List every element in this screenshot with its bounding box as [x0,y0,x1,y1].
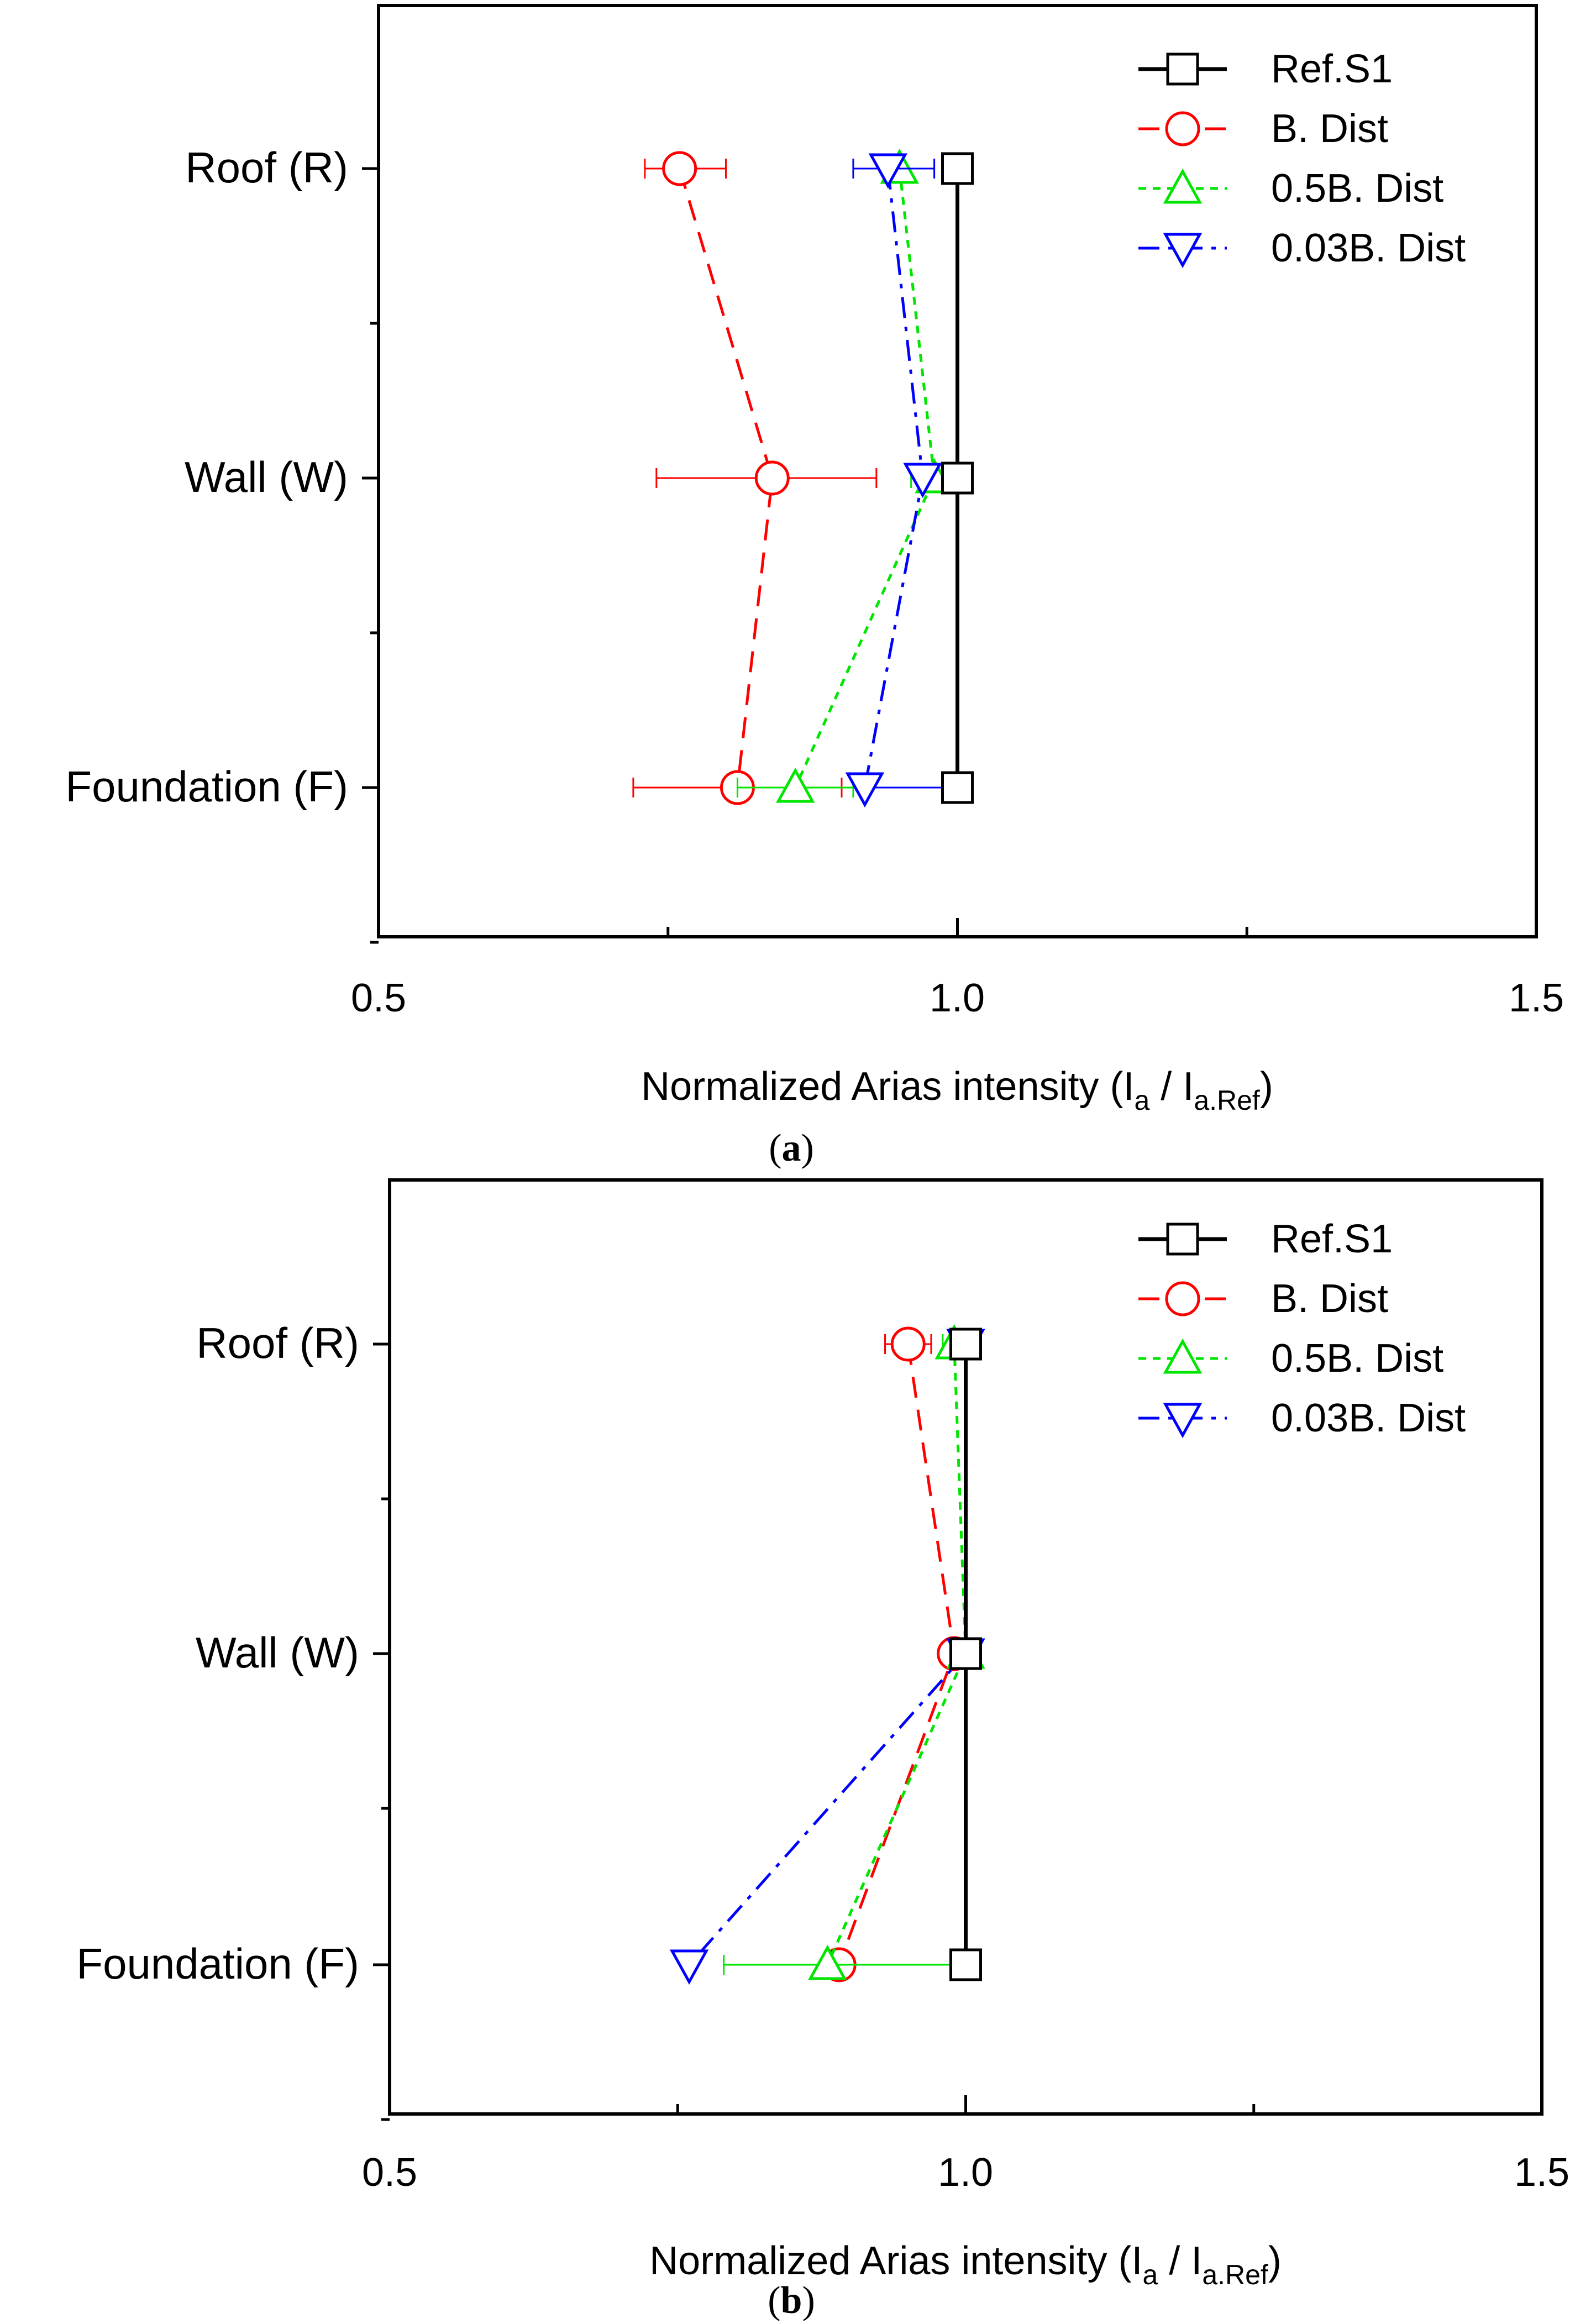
data-point [903,463,942,499]
legend-label: 0.5B. Dist [1271,1336,1443,1381]
y-category-label: Wall (W) [185,453,348,501]
panel-caption-letter: a [782,1127,801,1169]
x-axis-label-sub: a.Ref [1202,2259,1268,2290]
panel-caption: (b) [768,2279,815,2322]
x-axis-label-sub: a.Ref [1194,1085,1260,1116]
series-ref-s1 [949,1328,982,1981]
data-point [949,1948,982,1981]
y-category-label: Wall (W) [196,1628,359,1677]
series-ref-s1 [941,152,974,804]
data-point [949,1637,982,1670]
x-axis-label-main: Normalized Arias intensity (I [641,1064,1134,1109]
x-axis-label-main: ) [1260,1064,1273,1109]
x-axis-label-main: / I [1158,2239,1202,2283]
legend-label: Ref.S1 [1271,47,1393,91]
data-point [845,772,885,808]
series-line [688,1344,967,1966]
legend: Ref.S1 B. Dist 0.5B. Dist 0.03B. Dist [1138,1217,1466,1440]
series-0-03b-dist [669,1329,985,1985]
data-point [808,1944,847,1980]
data-point [775,767,815,803]
legend-marker [1163,233,1203,269]
legend-label: B. Dist [1271,1277,1388,1321]
x-axis-label-main: / I [1149,1064,1194,1109]
legend-label: Ref.S1 [1271,1217,1393,1261]
y-category-label: Foundation (F) [65,762,348,811]
legend-marker [1165,1281,1200,1316]
legend-label: 0.03B. Dist [1271,1396,1466,1440]
data-point [868,153,908,189]
data-point [669,1949,709,1985]
x-tick-label: 1.0 [930,976,985,1020]
panel-caption: (a) [769,1127,814,1169]
series-0-03b-dist [845,153,958,808]
legend-label: B. Dist [1271,107,1388,151]
x-tick-label: 0.5 [362,2150,417,2195]
data-point [941,152,974,185]
panel-b: 0.5 1.0 1.5 Roof (R) Wall (W) Foundation… [76,1178,1569,2322]
legend-label: 0.03B. Dist [1271,226,1466,270]
x-tick-label: 0.5 [351,976,406,1020]
legend-marker [1166,53,1199,86]
y-category-label: Foundation (F) [76,1939,359,1988]
legend-symbol [1138,53,1227,269]
legend-marker [1163,168,1203,204]
y-category-label: Roof (R) [196,1319,359,1367]
y-category-label: Roof (R) [185,143,348,192]
series-line [794,168,936,789]
data-point [754,460,790,496]
legend-marker [1163,1338,1203,1374]
legend-marker [1163,1403,1203,1439]
panel-a: 0.5 1.0 1.5 Roof (R) Wall (W) Foundation… [65,4,1564,1169]
x-axis-label: Normalized Arias intensity (Ia / Ia.Ref) [641,1064,1273,1116]
legend-symbol [1138,1223,1227,1439]
x-tick-label: 1.5 [1514,2150,1569,2195]
legend-marker [1165,111,1200,146]
x-axis-label-main: ) [1268,2239,1282,2283]
legend-marker [1166,1223,1199,1256]
x-axis-label-main: Normalized Arias intensity (I [649,2239,1142,2283]
panel-caption-letter: b [781,2279,802,2322]
legend-label: 0.5B. Dist [1271,166,1443,211]
data-point [662,151,697,186]
data-point [949,1328,982,1361]
x-axis-label-sub: a [1142,2259,1158,2290]
data-point [941,461,974,495]
series-b-dist [632,151,878,805]
x-axis-label: Normalized Arias intensity (Ia / Ia.Ref) [649,2239,1282,2290]
x-tick-label: 1.5 [1509,976,1564,1020]
x-axis-label-sub: a [1134,1085,1149,1116]
series-line [678,168,774,788]
series-line [826,1344,968,1966]
data-point [941,771,974,804]
data-point [890,1326,926,1362]
x-tick-label: 1.0 [938,2150,993,2195]
series-b-dist [821,1326,972,1982]
legend: Ref.S1 B. Dist 0.5B. Dist 0.03B. Dist [1138,47,1466,270]
